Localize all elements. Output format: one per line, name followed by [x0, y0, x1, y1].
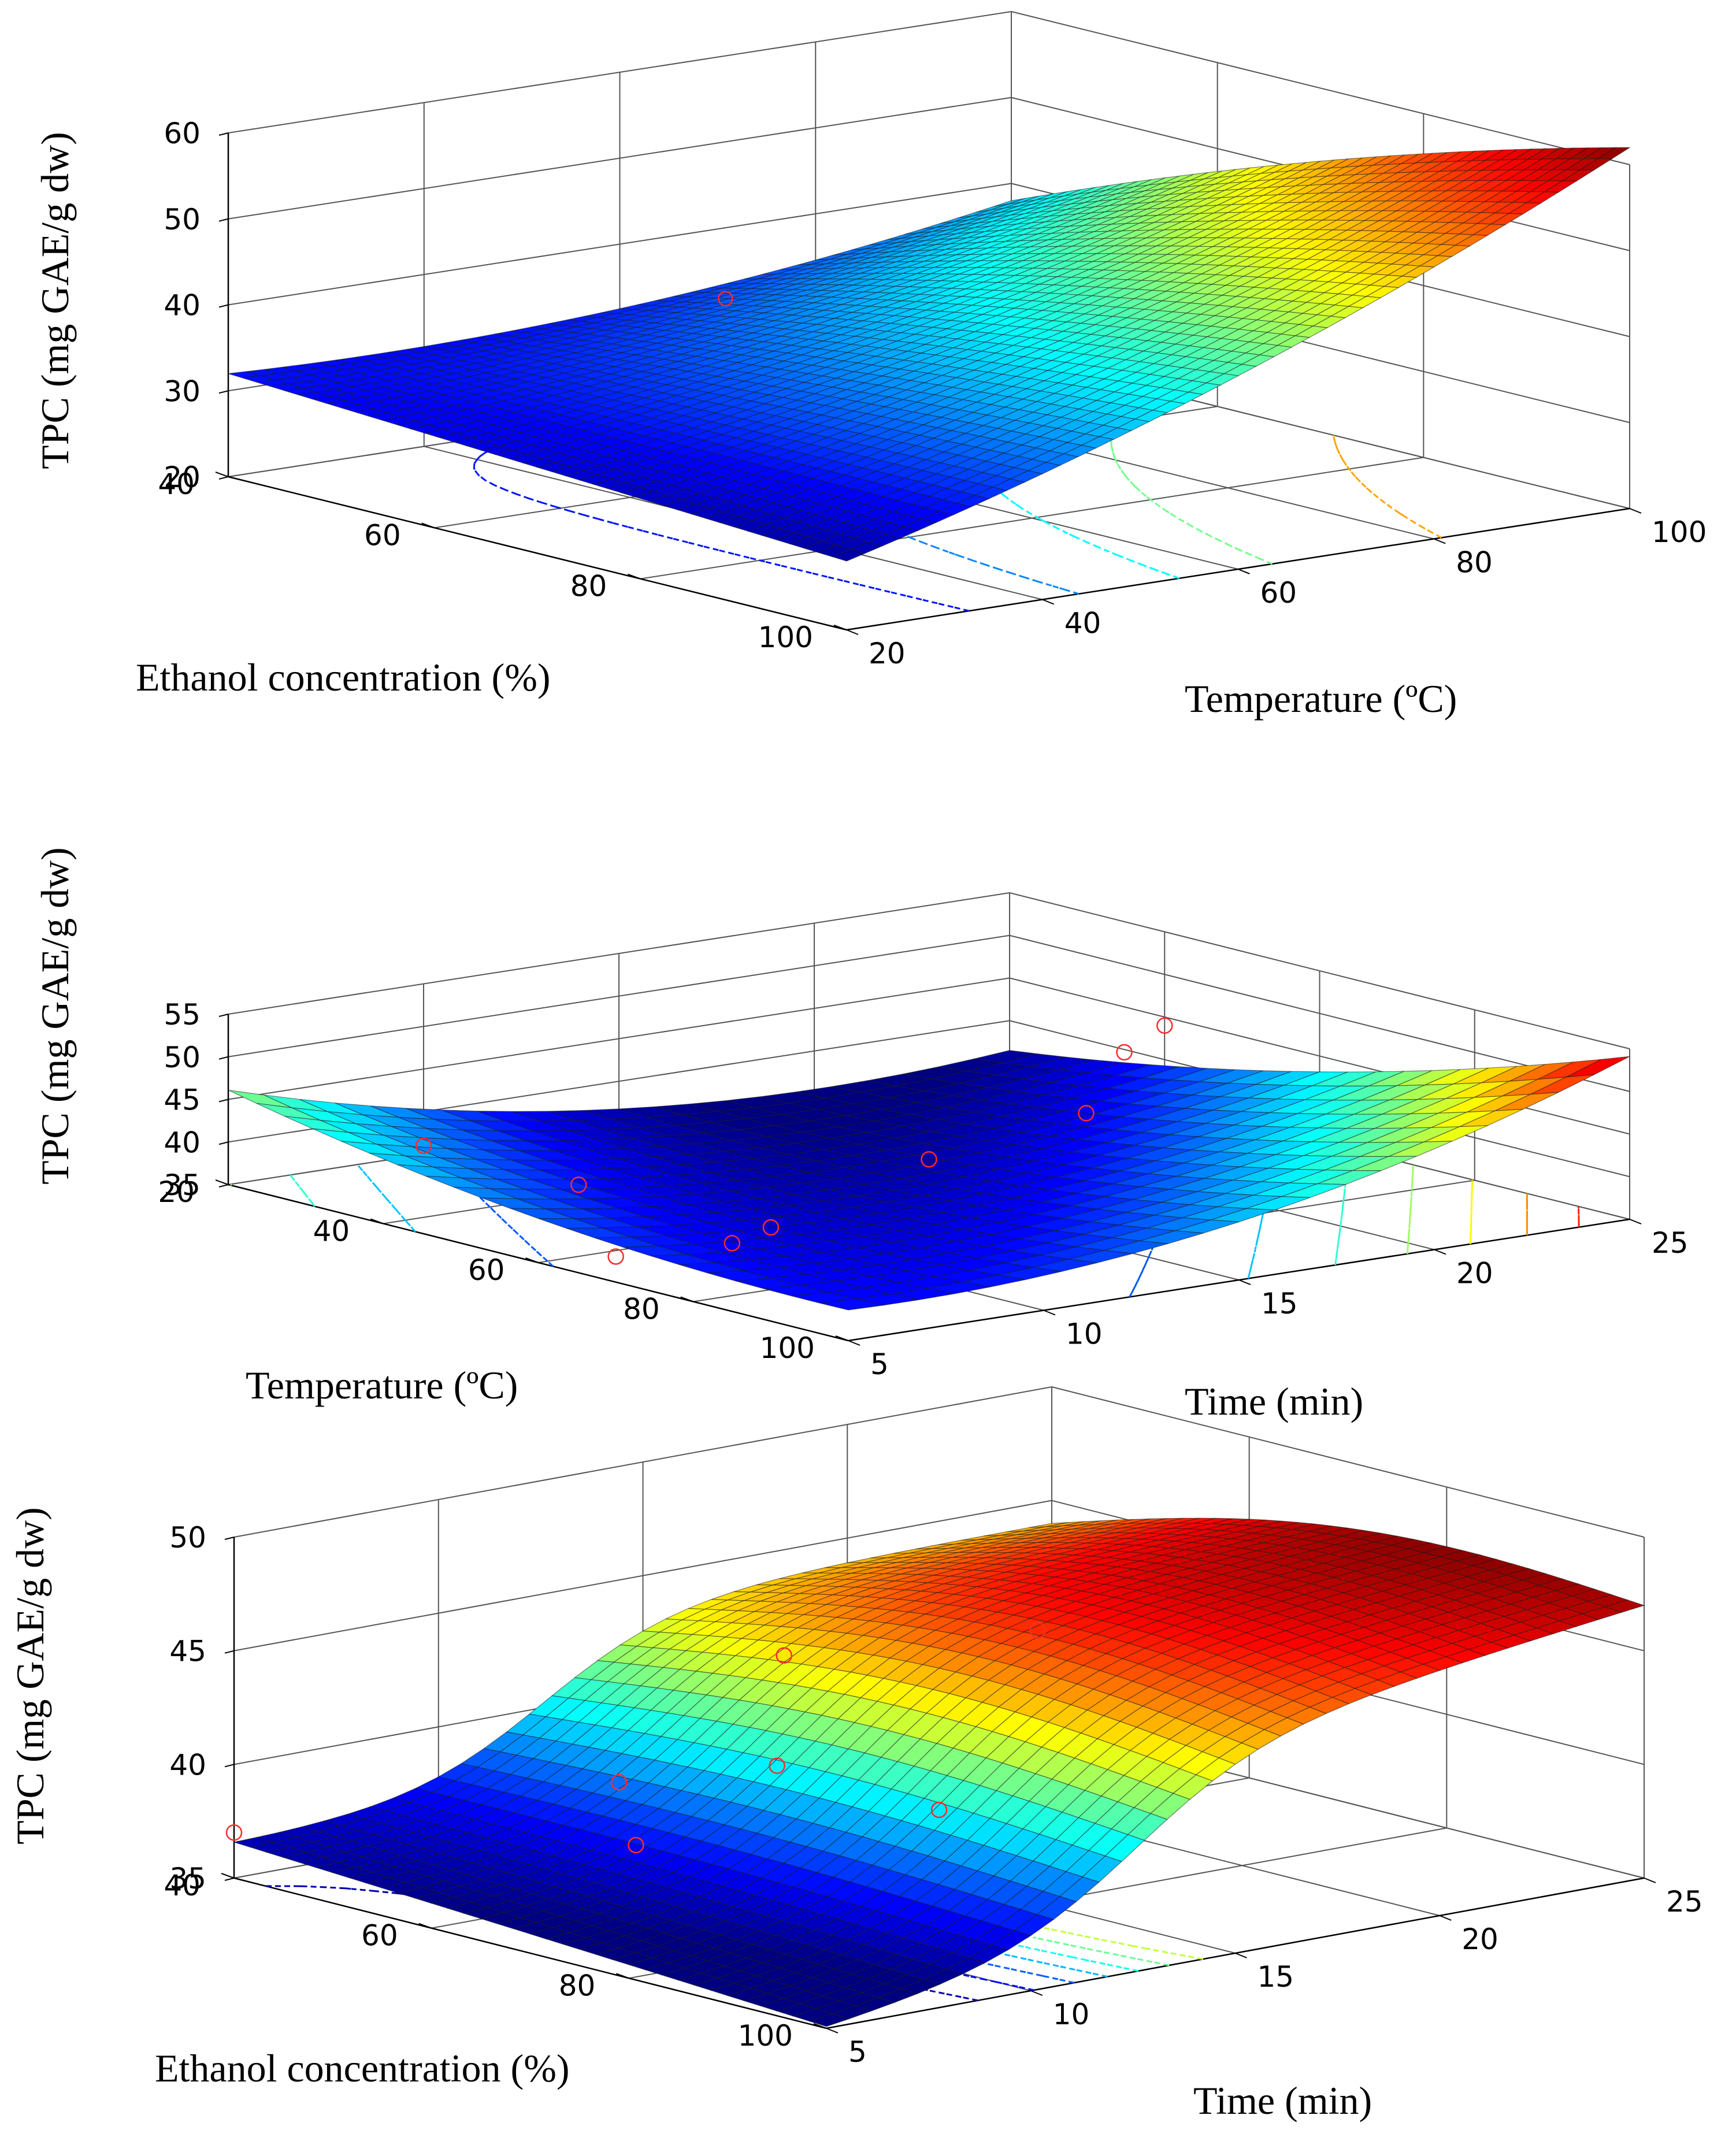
y-tick-label: 25 — [1666, 1885, 1703, 1919]
panel-3-z-axis-title: TPC (mg GAE/g dw) — [8, 1507, 52, 1845]
x-tick-label: 60 — [364, 518, 401, 552]
x-tick-label: 100 — [760, 1331, 815, 1365]
contour-line — [1333, 435, 1441, 537]
panel-1-x-axis-title: Ethanol concentration (%) — [136, 655, 551, 699]
x-tick-label: 80 — [623, 1293, 660, 1326]
z-tick-mark — [219, 1100, 228, 1102]
y-tick-label: 60 — [1260, 576, 1297, 610]
y-tick-label: 40 — [1064, 607, 1101, 640]
z-tick-mark — [219, 1014, 228, 1016]
back-wall-grid-line — [1011, 12, 1630, 165]
panel-3-surface — [234, 1518, 1644, 2027]
z-tick-mark — [225, 1651, 234, 1653]
z-tick-mark — [219, 1057, 228, 1059]
y-tick-label: 5 — [870, 1348, 889, 1381]
x-tick-label: 40 — [313, 1215, 350, 1248]
panel-2-y-axis-title: Time (min) — [1185, 1379, 1363, 1423]
panel-1-y-axis-title: Temperature (ºC) — [1185, 677, 1457, 721]
y-tick-label: 80 — [1456, 546, 1493, 580]
z-tick-mark — [219, 391, 228, 393]
panel-1-z-axis-title: TPC (mg GAE/g dw) — [33, 132, 77, 469]
z-tick-label: 40 — [169, 1748, 206, 1782]
z-tick-label: 20 — [164, 461, 201, 494]
y-tick-mark — [1238, 569, 1250, 574]
z-tick-mark — [219, 305, 228, 307]
x-tick-label: 100 — [738, 2019, 793, 2053]
x-tick-mark — [221, 1873, 234, 1878]
x-tick-mark — [216, 1180, 228, 1185]
x-tick-label: 60 — [468, 1253, 505, 1287]
y-tick-label: 20 — [1456, 1257, 1493, 1290]
y-tick-mark — [847, 630, 858, 634]
y-tick-label: 15 — [1261, 1287, 1298, 1320]
panel-3-y-axis-title: Time (min) — [1193, 2079, 1372, 2122]
z-tick-label: 50 — [164, 1041, 201, 1074]
panel-2-z-axis-title: TPC (mg GAE/g dw) — [33, 847, 77, 1185]
x-tick-label: 80 — [570, 570, 607, 603]
y-tick-mark — [826, 2028, 838, 2033]
z-tick-label: 55 — [164, 998, 201, 1031]
y-tick-mark — [1434, 1250, 1446, 1255]
y-tick-label: 10 — [1066, 1318, 1103, 1351]
z-tick-mark — [219, 1185, 228, 1187]
z-tick-mark — [225, 1537, 234, 1539]
z-tick-label: 30 — [164, 374, 201, 408]
y-tick-label: 10 — [1053, 1998, 1090, 2031]
z-tick-label: 50 — [169, 1521, 206, 1554]
z-tick-label: 50 — [164, 203, 201, 236]
y-tick-mark — [1239, 1280, 1251, 1285]
z-tick-label: 45 — [169, 1635, 206, 1668]
panel-1-surface — [228, 147, 1630, 561]
y-tick-mark — [1044, 1311, 1055, 1315]
y-tick-label: 15 — [1258, 1960, 1294, 1994]
y-tick-mark — [1236, 1953, 1247, 1958]
z-tick-mark — [219, 219, 228, 221]
z-tick-label: 40 — [164, 289, 201, 322]
z-tick-mark — [219, 477, 228, 479]
x-tick-label: 80 — [559, 1969, 596, 2002]
y-tick-label: 100 — [1652, 515, 1707, 549]
y-tick-label: 20 — [1461, 1923, 1498, 1956]
x-tick-label: 100 — [758, 621, 813, 654]
z-tick-mark — [219, 133, 228, 135]
panel-2-surface — [228, 1051, 1630, 1310]
z-tick-label: 35 — [164, 1168, 201, 1202]
panel-2-x-axis-title: Temperature (ºC) — [246, 1363, 518, 1407]
y-tick-label: 25 — [1652, 1226, 1689, 1260]
y-tick-mark — [1434, 539, 1445, 544]
panel-3-x-axis-title: Ethanol concentration (%) — [155, 2046, 570, 2090]
z-tick-label: 45 — [164, 1083, 201, 1117]
z-tick-mark — [225, 1878, 234, 1880]
y-tick-label: 20 — [869, 637, 906, 670]
y-tick-mark — [1630, 509, 1641, 513]
z-tick-mark — [219, 1142, 228, 1144]
data-point-marker — [609, 1249, 624, 1264]
z-tick-mark — [225, 1764, 234, 1767]
y-tick-mark — [1031, 1991, 1043, 1995]
y-tick-mark — [1043, 600, 1054, 604]
z-tick-label: 60 — [164, 117, 201, 150]
z-tick-label: 35 — [169, 1862, 206, 1895]
contour-line — [1470, 1180, 1472, 1244]
y-tick-mark — [1644, 1878, 1656, 1883]
z-tick-label: 40 — [164, 1126, 201, 1159]
y-tick-label: 5 — [848, 2035, 867, 2069]
y-tick-mark — [848, 1341, 860, 1345]
y-tick-mark — [1630, 1219, 1641, 1224]
x-tick-label: 60 — [361, 1919, 398, 1953]
data-point-marker — [1117, 1045, 1132, 1060]
y-tick-mark — [1440, 1916, 1451, 1920]
x-tick-mark — [216, 472, 228, 477]
